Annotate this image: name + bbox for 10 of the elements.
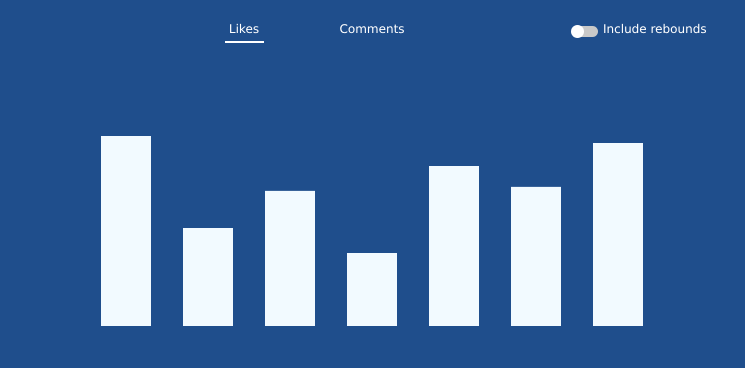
bar <box>429 166 479 326</box>
text: Comments <box>339 22 405 36</box>
bar <box>183 228 233 326</box>
bar <box>101 136 151 326</box>
bar <box>511 186 561 326</box>
text: Include rebounds <box>603 22 707 36</box>
bar <box>593 143 643 326</box>
bar <box>347 253 397 326</box>
text: Likes <box>228 22 260 36</box>
bar <box>265 190 315 326</box>
